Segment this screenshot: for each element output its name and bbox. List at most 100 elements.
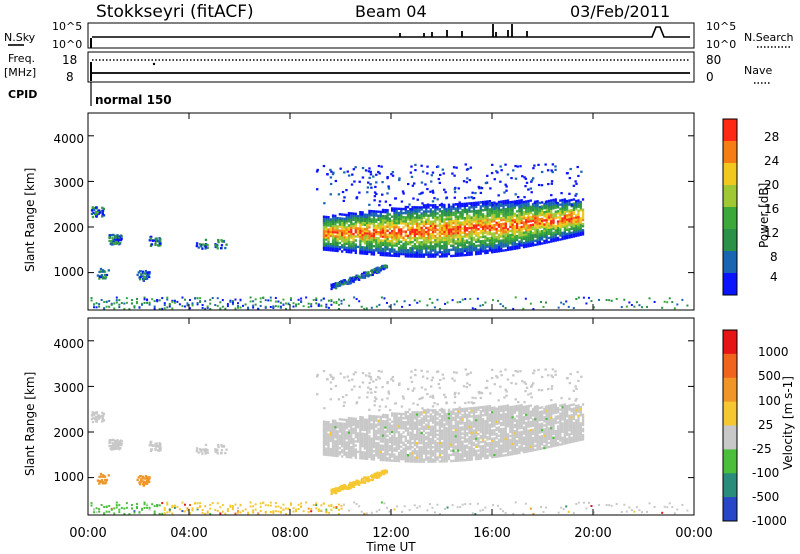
power-cell: [166, 296, 169, 299]
power-cell: [366, 240, 369, 243]
power-cell: [409, 171, 413, 174]
power-cell: [345, 215, 348, 219]
power-cell: [465, 168, 469, 171]
power-cell: [331, 173, 335, 176]
velocity-cell: [450, 439, 453, 442]
power-cell: [125, 301, 128, 304]
velocity-cell: [454, 426, 457, 430]
power-cell: [343, 244, 346, 247]
velocity-cell: [386, 448, 389, 452]
power-cell: [506, 244, 510, 247]
velocity-cell: [506, 418, 510, 422]
velocity-cell: [409, 419, 412, 422]
power-cell: [409, 247, 412, 250]
power-cell: [97, 209, 101, 212]
power-cell: [481, 235, 485, 239]
velocity-cell: [370, 414, 373, 418]
power-cell: [107, 269, 110, 272]
velocity-cell: [452, 408, 455, 411]
velocity-cell: [506, 449, 510, 452]
power-cell: [456, 240, 460, 243]
power-cell: [500, 208, 503, 212]
power-cell: [472, 201, 476, 205]
power-cell: [431, 212, 435, 215]
power-cell: [465, 212, 469, 216]
power-cell: [397, 217, 401, 221]
power-cell: [484, 229, 487, 232]
power-cell: [515, 243, 519, 246]
velocity-cell: [506, 416, 510, 420]
power-cell: [415, 247, 419, 250]
power-cell: [497, 209, 501, 212]
velocity-cell: [415, 460, 419, 463]
power-cell: [504, 230, 507, 233]
velocity-cell: [377, 438, 380, 441]
power-cell: [479, 191, 483, 195]
velocity-cell: [370, 437, 373, 440]
velocity-cell: [377, 421, 380, 425]
power-cell: [431, 301, 434, 304]
power-cell: [373, 195, 377, 198]
power-cell: [377, 233, 380, 236]
velocity-cell: [440, 425, 444, 428]
power-cell: [434, 253, 437, 256]
velocity-cell: [391, 428, 394, 432]
power-cell: [475, 220, 478, 223]
power-cell: [113, 302, 116, 305]
power-cell: [572, 307, 575, 310]
power-cell: [477, 223, 480, 227]
power-cell: [529, 238, 532, 241]
power-cell: [400, 220, 403, 223]
velocity-cell: [445, 449, 448, 453]
power-cell: [343, 221, 346, 225]
power-cell: [500, 202, 503, 205]
power-cell: [101, 269, 105, 272]
power-cell: [540, 225, 544, 229]
velocity-cell: [456, 424, 460, 427]
power-cell: [379, 241, 382, 244]
velocity-cell: [397, 459, 401, 463]
power-cell: [377, 237, 380, 240]
velocity-cell: [490, 445, 494, 449]
power-cell: [497, 204, 501, 208]
velocity-cell: [361, 442, 364, 446]
power-cell: [468, 202, 471, 205]
power-cell: [90, 299, 93, 302]
power-cell: [509, 240, 512, 243]
velocity-cell: [479, 412, 482, 415]
power-cell: [380, 296, 383, 299]
velocity-cell: [404, 435, 407, 438]
power-cell: [352, 222, 355, 226]
velocity-cell: [495, 416, 498, 419]
velocity-cell: [418, 431, 421, 435]
velocity-cell: [379, 458, 382, 462]
power-cell: [361, 275, 365, 278]
velocity-cell: [490, 451, 494, 455]
power-cell: [431, 247, 435, 250]
power-cell: [431, 206, 435, 209]
power-cell: [420, 164, 423, 167]
velocity-cell: [420, 452, 423, 455]
power-cell: [342, 281, 345, 284]
power-cell: [484, 241, 487, 245]
power-cell: [420, 226, 423, 230]
power-cell: [434, 251, 437, 254]
velocity-cell: [372, 443, 376, 447]
power-cell: [479, 235, 482, 239]
velocity-cell: [434, 419, 437, 422]
power-cell: [484, 237, 487, 240]
velocity-cell: [422, 448, 426, 451]
power-cell: [410, 165, 413, 168]
power-cell: [325, 244, 328, 247]
power-cell: [488, 238, 492, 242]
power-cell: [490, 226, 494, 229]
velocity-cell: [506, 424, 510, 428]
power-cell: [404, 205, 407, 209]
power-cell: [434, 204, 437, 207]
power-cell: [206, 306, 209, 309]
power-cell: [581, 214, 585, 218]
velocity-cell: [418, 427, 421, 430]
power-cell: [413, 230, 417, 234]
power-cell: [279, 305, 282, 308]
velocity-cell: [477, 453, 480, 456]
